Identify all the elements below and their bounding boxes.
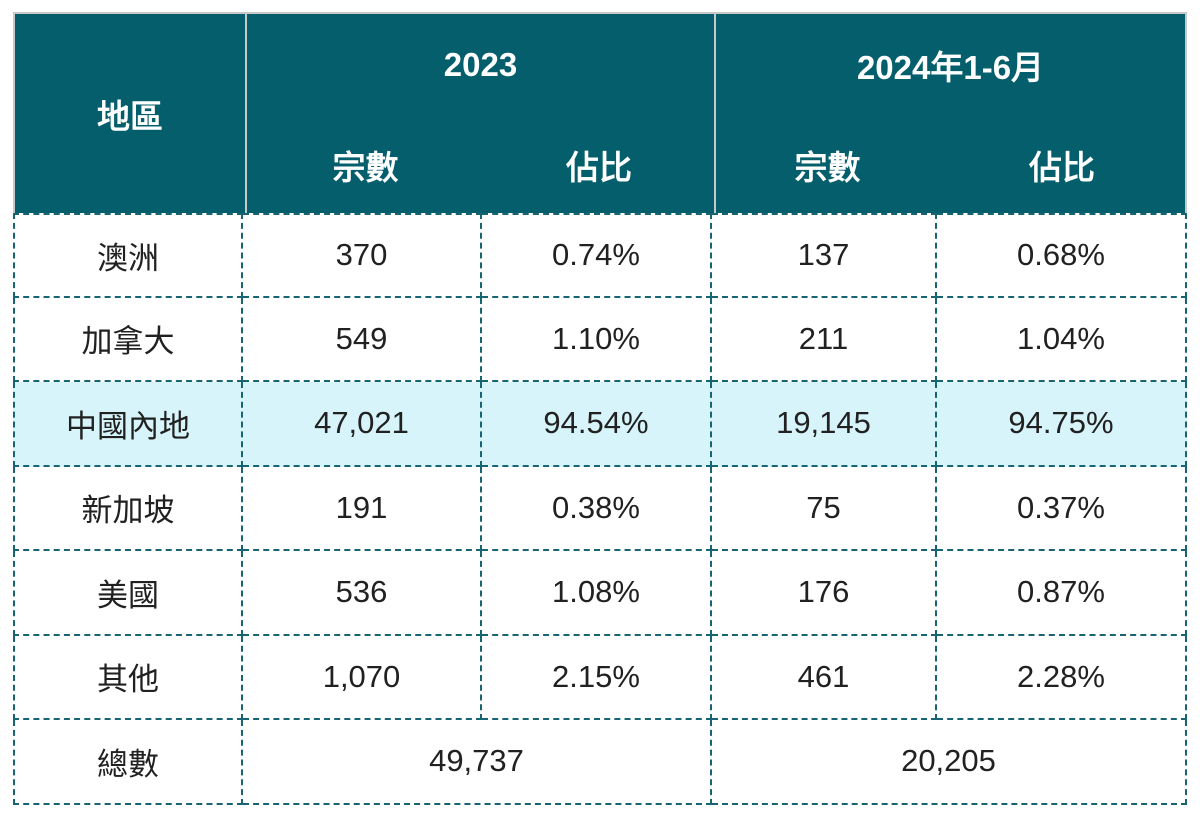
count-2023-cell: 549: [243, 297, 482, 382]
share-2024-cell: 2.28%: [937, 635, 1187, 720]
header-2023-count-label: 宗數: [332, 148, 399, 186]
count-2023-cell: 370: [243, 213, 482, 298]
count-2023-cell: 536: [243, 551, 482, 636]
header-2023-share-label: 佔比: [566, 148, 632, 186]
share-2024-cell: 0.68%: [937, 213, 1187, 298]
total-2023-cell: 49,737: [243, 720, 712, 805]
table-row-canada: 加拿大 549 1.10% 211 1.04%: [13, 297, 1187, 382]
header-group-2023-title: 2023: [443, 46, 518, 83]
region-cell: 澳洲: [13, 213, 243, 298]
header-group-2023: 2023 宗數 佔比: [247, 14, 714, 213]
total-label-cell: 總數: [13, 720, 243, 805]
count-2023-cell: 47,021: [243, 382, 482, 467]
header-region-cell: 地區: [15, 14, 245, 213]
share-2024-cell: 1.04%: [937, 297, 1187, 382]
region-cell: 新加坡: [13, 466, 243, 551]
table-body: 澳洲 370 0.74% 137 0.68% 加拿大 549 1.10% 211…: [13, 213, 1187, 805]
table-row-usa: 美國 536 1.08% 176 0.87%: [13, 551, 1187, 636]
region-cases-table: 地區 2023 宗數 佔比 2024年1-6月 宗數 佔比 澳洲 370 0.7…: [13, 12, 1187, 805]
region-cell: 美國: [13, 551, 243, 636]
table-row-singapore: 新加坡 191 0.38% 75 0.37%: [13, 466, 1187, 551]
header-group-2024-subcols: 宗數 佔比: [716, 116, 1185, 213]
share-2024-cell: 94.75%: [937, 382, 1187, 467]
count-2024-cell: 75: [712, 466, 937, 551]
region-cell: 其他: [13, 635, 243, 720]
table-row-others: 其他 1,070 2.15% 461 2.28%: [13, 635, 1187, 720]
header-group-2023-subcols: 宗數 佔比: [247, 116, 714, 213]
count-2024-cell: 176: [712, 551, 937, 636]
header-separator: [245, 14, 247, 213]
table-header: 地區 2023 宗數 佔比 2024年1-6月 宗數 佔比: [13, 12, 1187, 213]
count-2024-cell: 211: [712, 297, 937, 382]
share-2024-cell: 0.87%: [937, 551, 1187, 636]
header-group-2024-title: 2024年1-6月: [856, 49, 1045, 86]
table-row-australia: 澳洲 370 0.74% 137 0.68%: [13, 213, 1187, 298]
count-2023-cell: 191: [243, 466, 482, 551]
share-2023-cell: 1.08%: [482, 551, 712, 636]
share-2023-cell: 94.54%: [482, 382, 712, 467]
header-group-2024: 2024年1-6月 宗數 佔比: [716, 14, 1185, 213]
count-2024-cell: 137: [712, 213, 937, 298]
region-cell: 加拿大: [13, 297, 243, 382]
total-2024-cell: 20,205: [712, 720, 1187, 805]
header-separator: [714, 14, 716, 213]
count-2024-cell: 461: [712, 635, 937, 720]
count-2023-cell: 1,070: [243, 635, 482, 720]
table-row-total: 總數 49,737 20,205: [13, 720, 1187, 805]
share-2023-cell: 1.10%: [482, 297, 712, 382]
share-2024-cell: 0.37%: [937, 466, 1187, 551]
region-cell: 中國內地: [13, 382, 243, 467]
share-2023-cell: 0.38%: [482, 466, 712, 551]
header-2024-count-label: 宗數: [794, 148, 861, 186]
count-2024-cell: 19,145: [712, 382, 937, 467]
share-2023-cell: 0.74%: [482, 213, 712, 298]
share-2023-cell: 2.15%: [482, 635, 712, 720]
header-region-label: 地區: [97, 97, 163, 135]
table-row-mainland-china: 中國內地 47,021 94.54% 19,145 94.75%: [13, 382, 1187, 467]
header-2024-share-label: 佔比: [1029, 148, 1095, 186]
